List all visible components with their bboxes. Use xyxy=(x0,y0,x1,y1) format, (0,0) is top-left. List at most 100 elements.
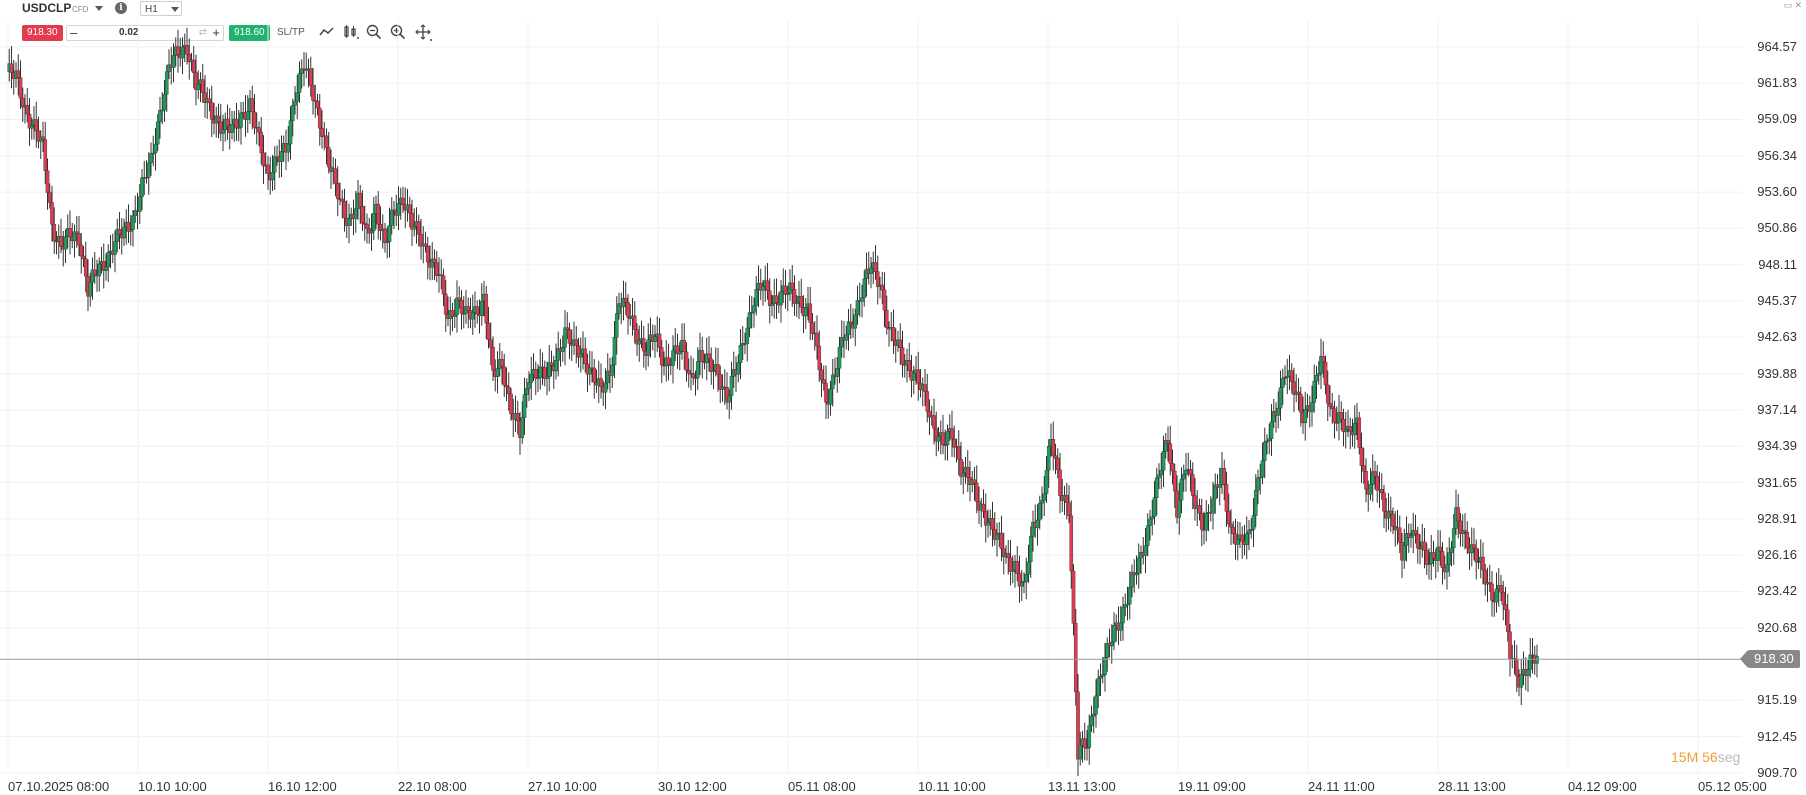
candle xyxy=(1438,530,1443,566)
candle-body-down xyxy=(898,339,903,348)
candle xyxy=(1181,464,1186,492)
candle-body-up xyxy=(727,395,732,403)
candle xyxy=(126,204,131,244)
candle-body-down xyxy=(59,236,63,247)
candle xyxy=(1501,580,1506,621)
candle-body-up xyxy=(104,266,108,271)
candle xyxy=(1346,409,1350,437)
candle xyxy=(770,294,774,317)
candle-body-down xyxy=(439,274,444,276)
candle xyxy=(572,321,576,355)
candle-body-up xyxy=(1159,470,1164,476)
candle-body-up xyxy=(452,314,457,317)
candle xyxy=(410,199,414,246)
indicators-icon[interactable] xyxy=(342,23,360,41)
candle-body-down xyxy=(659,347,664,366)
candle xyxy=(1037,495,1042,530)
candle xyxy=(1017,555,1022,603)
candle xyxy=(1026,544,1031,583)
line-chart-icon[interactable] xyxy=(318,23,336,41)
candle xyxy=(1312,364,1317,413)
crosshair-icon[interactable] xyxy=(414,23,432,41)
price-axis[interactable]: 964.57 961.83 959.09 956.34 953.60 950.86 948.… xyxy=(1740,0,1806,795)
candle-body-up xyxy=(529,374,534,383)
candle xyxy=(1028,526,1033,578)
symbol-dropdown-icon[interactable] xyxy=(95,6,103,11)
candle-body-down xyxy=(725,387,729,403)
candle xyxy=(916,351,921,401)
candle-body-up xyxy=(749,312,754,314)
candle-body-up xyxy=(1044,469,1049,494)
decrease-quantity-button[interactable]: – xyxy=(70,25,78,40)
candle-body-down xyxy=(434,262,439,276)
candle xyxy=(137,183,142,225)
candle xyxy=(488,322,493,366)
candle-body-down xyxy=(360,206,365,224)
candle xyxy=(986,509,990,538)
candle-body-down xyxy=(943,444,948,446)
candle xyxy=(632,301,637,344)
candle-body-up xyxy=(563,327,567,348)
candle-body-down xyxy=(1193,495,1197,509)
candle-body-down xyxy=(311,85,315,101)
candle-body-up xyxy=(369,230,374,234)
candle-body-up xyxy=(29,125,34,129)
candle-body-down xyxy=(1348,426,1353,432)
candle-body-down xyxy=(500,359,504,368)
timeframe-value: H1 xyxy=(145,4,158,15)
candle xyxy=(434,250,439,283)
sell-price-button[interactable]: 918.30 xyxy=(22,25,63,41)
sltp-button[interactable]: SL/TP xyxy=(277,27,305,38)
candle xyxy=(1296,378,1301,411)
candle-body-down xyxy=(459,300,464,314)
candle xyxy=(216,103,221,139)
candle-body-down xyxy=(974,482,979,502)
candle xyxy=(1487,564,1492,592)
increase-quantity-button[interactable]: + xyxy=(212,25,220,40)
window-controls[interactable]: ▭ ✕ xyxy=(1783,0,1802,10)
candle-body-down xyxy=(1503,604,1508,611)
candle xyxy=(612,321,617,379)
candle-body-up xyxy=(837,346,842,369)
candle xyxy=(365,213,369,244)
swap-icon[interactable]: ⇄ xyxy=(198,27,207,38)
candle xyxy=(1091,696,1096,734)
candle xyxy=(486,306,491,349)
candle xyxy=(1319,338,1323,390)
candle xyxy=(1424,543,1429,575)
candle-body-up xyxy=(113,241,117,255)
candle-body-up xyxy=(547,362,552,378)
candle-body-up xyxy=(803,307,808,317)
price-tick-label: 909.70 xyxy=(1757,765,1797,780)
buy-price-button[interactable]: 918.60 xyxy=(229,25,270,41)
quantity-value[interactable]: 0.02 xyxy=(119,27,139,38)
candle xyxy=(545,361,549,396)
candle-body-up xyxy=(1100,674,1105,677)
candle-body-up xyxy=(245,111,250,120)
quantity-stepper[interactable]: – 0.02 ⇄ + xyxy=(66,25,224,41)
candle xyxy=(700,336,705,379)
info-icon[interactable]: i xyxy=(115,2,127,14)
candle-body-up xyxy=(1249,529,1254,531)
candle-body-up xyxy=(1152,497,1157,517)
candle xyxy=(209,85,214,137)
candle-body-up xyxy=(1528,654,1533,670)
candle xyxy=(347,203,351,244)
chart-grid xyxy=(0,20,1742,774)
candle-body-up xyxy=(1447,552,1452,566)
timeframe-select[interactable]: H1 xyxy=(140,1,182,16)
candle xyxy=(9,45,14,89)
candle-body-up xyxy=(1449,547,1454,553)
candle-body-down xyxy=(92,269,97,276)
candle xyxy=(83,241,88,293)
candle-body-down xyxy=(1334,422,1339,424)
candle-body-down xyxy=(41,136,45,140)
candle-body-down xyxy=(923,384,927,392)
candle-body-down xyxy=(1017,573,1022,587)
candle-body-up xyxy=(90,269,95,283)
candle-body-down xyxy=(1391,513,1395,527)
zoom-out-icon[interactable] xyxy=(365,23,383,41)
symbol-name[interactable]: USDCLP xyxy=(22,1,72,15)
candle-body-down xyxy=(592,367,597,383)
